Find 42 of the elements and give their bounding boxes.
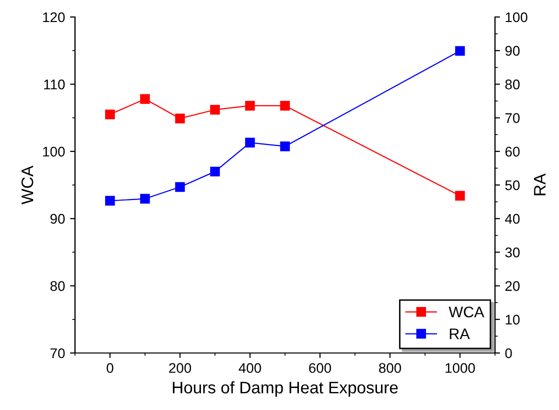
point xyxy=(175,182,185,192)
y2-tick-label: 20 xyxy=(505,281,520,291)
x-tick-label: 1000 xyxy=(446,363,475,373)
point xyxy=(140,194,150,204)
point xyxy=(105,110,115,120)
x-tick-label: 600 xyxy=(309,363,332,373)
y2-tick-label: 100 xyxy=(506,12,528,22)
point xyxy=(210,166,220,176)
x-axis-title: Hours of Damp Heat Exposure xyxy=(172,381,398,397)
point xyxy=(245,100,255,111)
point xyxy=(210,104,220,115)
point xyxy=(245,138,255,148)
point xyxy=(455,190,465,201)
y2-tick-label: 30 xyxy=(505,248,520,258)
y2-tick-label: 70 xyxy=(505,113,520,123)
x-tick-label: 200 xyxy=(169,363,192,373)
y-tick-label: 90 xyxy=(50,214,65,224)
point xyxy=(175,114,185,124)
point xyxy=(280,142,290,152)
y2-tick-label: 40 xyxy=(505,214,520,224)
y2-tick-label: 10 xyxy=(506,314,520,325)
point xyxy=(140,94,150,104)
x-tick-label: 0 xyxy=(106,363,114,373)
legend-label: WCA xyxy=(448,306,484,318)
y-tick-label: 120 xyxy=(43,12,65,22)
x-tick-label: 800 xyxy=(379,363,402,373)
y-tick-label: 80 xyxy=(50,281,65,291)
y-tick-label: 70 xyxy=(50,348,65,358)
legend-label: RA xyxy=(450,328,470,340)
y-axis-title: WCA xyxy=(21,166,34,204)
y2-axis-title: RA xyxy=(534,173,546,196)
y-tick-label: 110 xyxy=(44,80,65,90)
y-tick-label: 100 xyxy=(43,146,65,157)
point xyxy=(280,100,290,111)
point xyxy=(455,46,465,56)
point xyxy=(105,196,115,206)
y2-tick-label: 0 xyxy=(505,348,512,358)
y2-tick-label: 90 xyxy=(505,46,520,56)
y2-tick-label: 50 xyxy=(505,180,520,190)
y2-tick-label: 80 xyxy=(505,80,520,90)
y2-tick-label: 60 xyxy=(505,146,520,157)
x-tick-label: 400 xyxy=(238,363,262,373)
